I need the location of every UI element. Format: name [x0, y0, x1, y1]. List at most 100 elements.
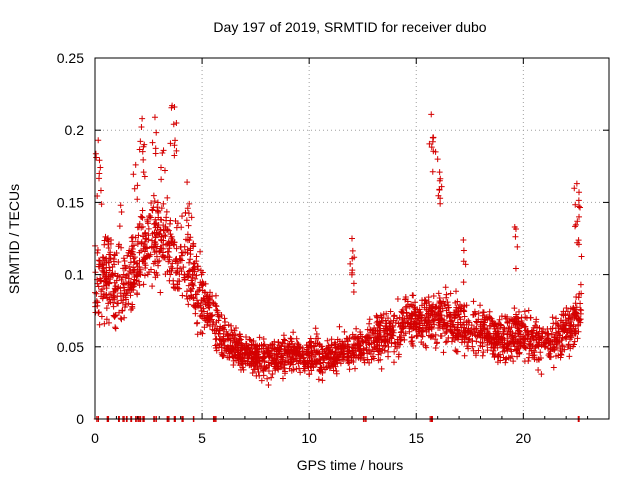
data-point — [187, 245, 194, 252]
data-point — [164, 194, 171, 201]
data-point — [107, 255, 114, 262]
data-point — [454, 324, 461, 331]
data-point — [406, 325, 413, 332]
data-point — [245, 354, 252, 361]
data-point — [117, 293, 124, 300]
data-point — [101, 237, 108, 244]
data-point — [385, 353, 392, 360]
data-point — [533, 318, 540, 325]
data-point — [250, 338, 257, 345]
data-point — [269, 371, 276, 378]
data-point — [514, 321, 521, 328]
data-point — [100, 254, 107, 261]
data-point — [241, 344, 248, 351]
data-point — [185, 282, 192, 289]
data-point — [151, 239, 158, 246]
data-point — [347, 260, 354, 267]
data-point — [148, 199, 155, 206]
data-point — [192, 310, 199, 317]
data-point — [154, 199, 161, 206]
data-point — [528, 347, 535, 354]
data-point — [185, 272, 192, 279]
data-point — [111, 261, 118, 268]
data-point — [430, 318, 437, 325]
data-point — [396, 314, 403, 321]
data-point — [134, 224, 141, 231]
data-point — [366, 320, 373, 327]
data-point — [510, 334, 517, 341]
data-point — [507, 346, 514, 353]
data-point — [136, 146, 143, 153]
data-point — [514, 243, 521, 250]
data-point — [461, 313, 468, 320]
data-point — [228, 327, 235, 334]
data-point — [573, 180, 580, 187]
data-point — [256, 357, 263, 364]
data-point — [222, 318, 229, 325]
data-point — [98, 201, 105, 208]
data-point — [167, 271, 174, 278]
data-point — [134, 241, 141, 248]
data-point — [512, 233, 519, 240]
data-point — [460, 247, 467, 254]
data-point — [455, 336, 462, 343]
data-point — [548, 331, 555, 338]
data-point — [113, 250, 120, 257]
data-point — [214, 307, 221, 314]
data-point — [435, 290, 442, 297]
data-point — [357, 331, 364, 338]
data-point — [400, 325, 407, 332]
data-point — [515, 330, 522, 337]
data-point — [285, 359, 292, 366]
data-point — [536, 324, 543, 331]
data-point — [479, 312, 486, 319]
data-point — [295, 348, 302, 355]
data-point — [205, 301, 212, 308]
data-point — [167, 217, 174, 224]
data-point — [470, 298, 477, 305]
data-point — [496, 316, 503, 323]
data-point — [507, 328, 514, 335]
data-point — [213, 303, 220, 310]
data-point — [160, 227, 167, 234]
data-point — [572, 223, 579, 230]
data-point — [570, 304, 577, 311]
data-point — [139, 233, 146, 240]
data-point — [341, 328, 348, 335]
data-point — [136, 282, 143, 289]
data-point — [473, 350, 480, 357]
data-point — [505, 343, 512, 350]
data-point — [316, 349, 323, 356]
y-tick-label: 0.05 — [57, 339, 84, 355]
data-point — [570, 310, 577, 317]
data-point — [543, 337, 550, 344]
data-point — [197, 329, 204, 336]
data-point — [96, 321, 103, 328]
data-point — [139, 207, 146, 214]
data-point — [151, 269, 158, 276]
data-point — [153, 129, 160, 136]
data-point — [247, 361, 254, 368]
data-point — [199, 282, 206, 289]
data-point — [395, 320, 402, 327]
data-point — [164, 268, 171, 275]
data-point — [112, 286, 119, 293]
data-point — [142, 236, 149, 243]
data-point — [574, 335, 581, 342]
data-point — [432, 148, 439, 155]
data-point — [522, 329, 529, 336]
data-point — [502, 313, 509, 320]
data-point — [429, 317, 436, 324]
data-point — [206, 296, 213, 303]
x-tick-label: 15 — [408, 430, 424, 446]
data-point — [375, 332, 382, 339]
data-point — [248, 355, 255, 362]
data-point — [278, 343, 285, 350]
data-point — [432, 331, 439, 338]
data-point — [179, 292, 186, 299]
data-point — [435, 192, 442, 199]
data-point — [385, 343, 392, 350]
data-point — [141, 272, 148, 279]
data-point — [306, 339, 313, 346]
data-point — [371, 344, 378, 351]
